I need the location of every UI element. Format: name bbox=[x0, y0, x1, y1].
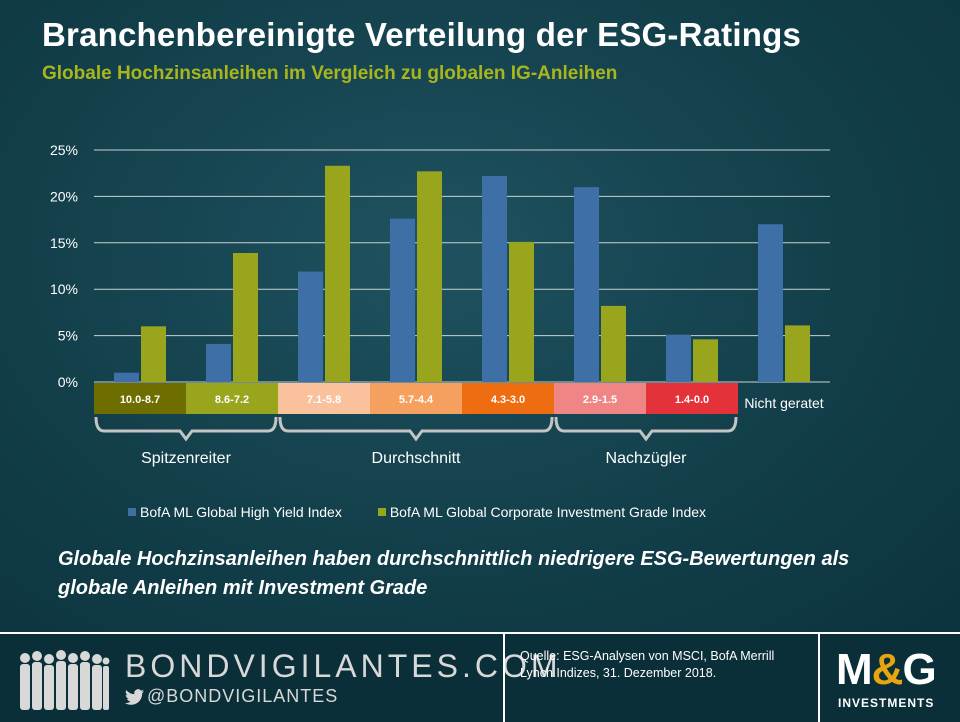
bar-investment-grade bbox=[509, 241, 534, 382]
legend: BofA ML Global High Yield Index BofA ML … bbox=[128, 503, 742, 521]
mg-investments-logo[interactable]: M&G INVESTMENTS bbox=[832, 644, 950, 716]
bar-investment-grade bbox=[693, 339, 718, 382]
legend-swatch-investment-grade bbox=[377, 508, 386, 516]
category-boxes: 10.0-8.7 8.6-7.2 7.1-5.8 5.7-4.4 4.3-3.0 2.9-… bbox=[94, 383, 824, 414]
legend-item-high-yield: BofA ML Global High Yield Index bbox=[128, 504, 342, 520]
bars bbox=[114, 165, 810, 382]
y-tick-label: 20% bbox=[50, 188, 78, 204]
bar-investment-grade bbox=[233, 253, 258, 382]
bar-high-yield bbox=[758, 224, 783, 382]
group-brace bbox=[278, 416, 554, 442]
x-tick-label: 4.3-3.0 bbox=[491, 394, 525, 406]
legend-label-investment-grade: BofA ML Global Corporate Investment Grad… bbox=[389, 504, 707, 520]
x-tick-label: 8.6-7.2 bbox=[215, 394, 249, 406]
chart-subtitle: Globale Hochzinsanleihen im Vergleich zu… bbox=[42, 63, 618, 84]
x-tick-label: 1.4-0.0 bbox=[675, 394, 709, 406]
gridlines: 0% 5% 10% 15% 20% 25% bbox=[50, 142, 830, 390]
bar-high-yield bbox=[666, 334, 691, 382]
category-box bbox=[462, 383, 554, 414]
legend-label-high-yield: BofA ML Global High Yield Index bbox=[140, 504, 342, 520]
group-brace bbox=[94, 416, 278, 442]
bar-investment-grade bbox=[325, 165, 350, 382]
logo-subtitle: INVESTMENTS bbox=[838, 696, 935, 710]
website-link[interactable]: BONDVIGILANTES.COM bbox=[125, 648, 562, 684]
bar-high-yield bbox=[298, 271, 323, 382]
twitter-bird-icon bbox=[125, 688, 144, 705]
people-silhouette-icon bbox=[20, 650, 110, 710]
legend-item-investment-grade: BofA ML Global Corporate Investment Grad… bbox=[377, 504, 707, 520]
x-tick-label: 7.1-5.8 bbox=[307, 394, 341, 406]
category-box bbox=[94, 383, 186, 414]
key-takeaway: Globale Hochzinsanleihen haben durchschn… bbox=[58, 548, 850, 599]
x-tick-label: 10.0-8.7 bbox=[120, 394, 160, 406]
category-box bbox=[186, 383, 278, 414]
y-tick-label: 10% bbox=[50, 281, 78, 297]
bar-high-yield bbox=[574, 187, 599, 382]
category-box bbox=[554, 383, 646, 414]
bar-investment-grade bbox=[785, 325, 810, 382]
bar-high-yield bbox=[114, 372, 139, 382]
bar-high-yield bbox=[482, 175, 507, 382]
twitter-handle-text: @BONDVIGILANTES bbox=[147, 686, 339, 706]
bar-investment-grade bbox=[417, 171, 442, 382]
group-label: Spitzenreiter bbox=[141, 450, 231, 467]
category-box bbox=[646, 383, 738, 414]
bar-high-yield bbox=[206, 343, 231, 382]
source-note: Quelle: ESG-Analysen von MSCI, BofA Merr… bbox=[520, 649, 775, 680]
bar-investment-grade bbox=[141, 326, 166, 382]
footer-divider bbox=[503, 634, 505, 722]
footer-divider bbox=[818, 634, 820, 722]
x-tick-label: 2.9-1.5 bbox=[583, 394, 617, 406]
logo-mark: M&G bbox=[836, 645, 937, 694]
category-box bbox=[370, 383, 462, 414]
group-braces bbox=[94, 416, 738, 442]
group-label: Nachzügler bbox=[605, 450, 687, 467]
background bbox=[0, 0, 960, 632]
y-tick-label: 15% bbox=[50, 235, 78, 251]
twitter-handle[interactable]: @BONDVIGILANTES bbox=[125, 686, 338, 707]
footer: BONDVIGILANTES.COM @BONDVIGILANTES Quell… bbox=[0, 632, 960, 722]
x-tick-label: 5.7-4.4 bbox=[399, 394, 434, 406]
group-label: Durchschnitt bbox=[371, 450, 461, 467]
y-tick-label: 25% bbox=[50, 142, 78, 158]
category-box bbox=[278, 383, 370, 414]
y-tick-label: 0% bbox=[58, 374, 78, 390]
bar-investment-grade bbox=[601, 305, 626, 382]
legend-swatch-high-yield bbox=[128, 508, 136, 516]
chart-title: Branchenbereinigte Verteilung der ESG-Ra… bbox=[42, 16, 801, 53]
bar-high-yield bbox=[390, 218, 415, 382]
bar-chart: 0% 5% 10% 15% 20% 25% 10.0-8.7 8.6-7.2 7.1-5.8 5… bbox=[50, 142, 830, 442]
x-tick-label: Nicht geratet bbox=[744, 395, 823, 411]
y-tick-label: 5% bbox=[58, 328, 78, 344]
group-brace bbox=[554, 416, 738, 442]
